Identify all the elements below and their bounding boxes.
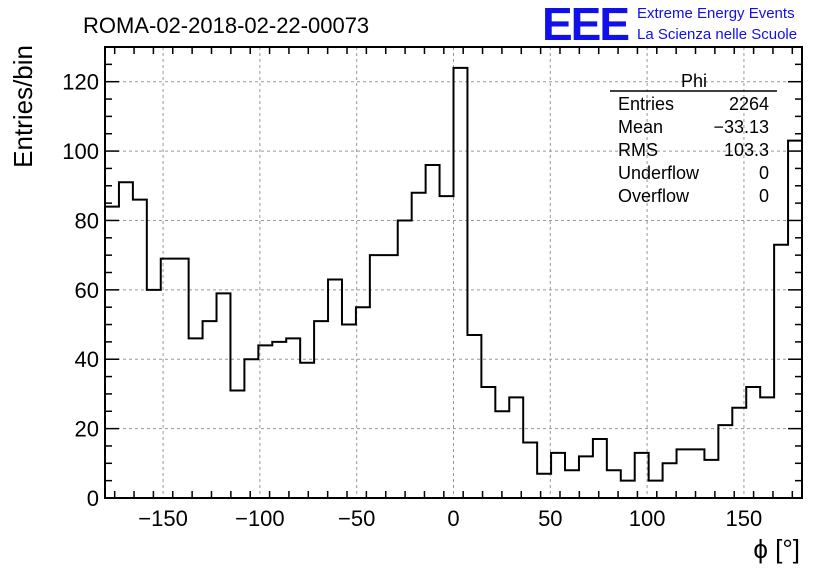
x-tick-label: 0: [447, 506, 459, 531]
y-tick-labels: 0 20 40 60 80 100 120: [62, 70, 99, 511]
histogram-bin: [454, 68, 468, 498]
histogram-bin: [788, 141, 802, 498]
logo-line1: Extreme Energy Events: [637, 5, 795, 22]
histogram-bin: [663, 463, 677, 498]
histogram-bin: [147, 290, 161, 498]
histogram-bin: [217, 293, 231, 498]
histogram-bin: [258, 345, 272, 498]
x-tick-label: 100: [629, 506, 666, 531]
histogram-bin: [426, 165, 440, 498]
histogram-outline: [104, 66, 803, 498]
stats-label: Overflow: [618, 186, 690, 206]
histogram-bin: [119, 182, 133, 498]
y-tick-label: 0: [87, 486, 99, 511]
histogram-bin: [300, 363, 314, 498]
axis-ticks: [105, 46, 802, 499]
eee-logo: EEE Extreme Energy Events La Scienza nel…: [542, 0, 797, 50]
histogram-bin: [746, 387, 760, 498]
histogram-bin: [328, 279, 342, 498]
stats-label: RMS: [618, 140, 658, 160]
x-tick-label: 50: [538, 506, 562, 531]
stats-label: Underflow: [618, 163, 700, 183]
x-tick-label: 150: [726, 506, 763, 531]
y-tick-label: 120: [62, 70, 99, 95]
histogram-bin: [593, 439, 607, 498]
histogram-bin: [551, 453, 565, 498]
x-tick-label: −100: [235, 506, 285, 531]
histogram-bin: [649, 481, 663, 498]
histogram-bin: [272, 342, 286, 498]
histogram-bin: [760, 397, 774, 498]
x-tick-label: −50: [338, 506, 375, 531]
histogram-bin: [621, 481, 635, 498]
chart-title: ROMA-02-2018-02-22-00073: [83, 13, 369, 38]
histogram-bin: [286, 338, 300, 498]
histogram-bin: [523, 442, 537, 498]
histogram-bin: [690, 449, 704, 498]
histogram-bin: [133, 200, 147, 498]
stats-box: Phi Entries 2264 Mean −33.13 RMS 103.3 Underfl…: [610, 71, 777, 206]
histogram-bin: [203, 321, 217, 498]
histogram-bin: [774, 245, 788, 498]
histogram-bin: [440, 196, 454, 498]
histogram-bin: [509, 397, 523, 498]
y-tick-label: 80: [75, 208, 99, 233]
stats-value: 103.3: [724, 140, 769, 160]
histogram-bin: [718, 425, 732, 498]
logo-mark: EEE: [542, 0, 628, 50]
y-tick-label: 40: [75, 347, 99, 372]
histogram-bin: [384, 255, 398, 498]
histogram-bin: [579, 456, 593, 498]
histogram-bin: [175, 259, 189, 498]
stats-value: 0: [759, 163, 769, 183]
histogram-bin: [704, 460, 718, 498]
stats-value: 0: [759, 186, 769, 206]
stats-label: Mean: [618, 117, 663, 137]
y-tick-label: 60: [75, 278, 99, 303]
y-axis-title: Entries/bin: [8, 45, 38, 168]
histogram-bin: [230, 390, 244, 498]
histogram-bin: [314, 321, 328, 498]
histogram-bin: [565, 470, 579, 498]
histogram-bin: [356, 307, 370, 498]
y-tick-label: 100: [62, 139, 99, 164]
x-tick-label: −150: [138, 506, 188, 531]
stats-title: Phi: [681, 71, 707, 91]
histogram-bin: [105, 207, 119, 498]
x-axis-title: ϕ [°]: [753, 534, 800, 564]
stats-label: Entries: [618, 94, 674, 114]
histogram-bin: [342, 325, 356, 498]
y-tick-label: 20: [75, 417, 99, 442]
histogram-bin: [189, 338, 203, 498]
histogram-bin: [495, 411, 509, 498]
logo-line2: La Scienza nelle Scuole: [637, 26, 797, 43]
histogram-bin: [481, 387, 495, 498]
stats-value: −33.13: [713, 117, 769, 137]
x-tick-labels: −150 −100 −50 0 50 100 150: [138, 506, 762, 531]
histogram-bin: [412, 193, 426, 498]
histogram-bin: [537, 474, 551, 498]
stats-value: 2264: [729, 94, 769, 114]
histogram-bin: [677, 449, 691, 498]
histogram-bin: [370, 255, 384, 498]
